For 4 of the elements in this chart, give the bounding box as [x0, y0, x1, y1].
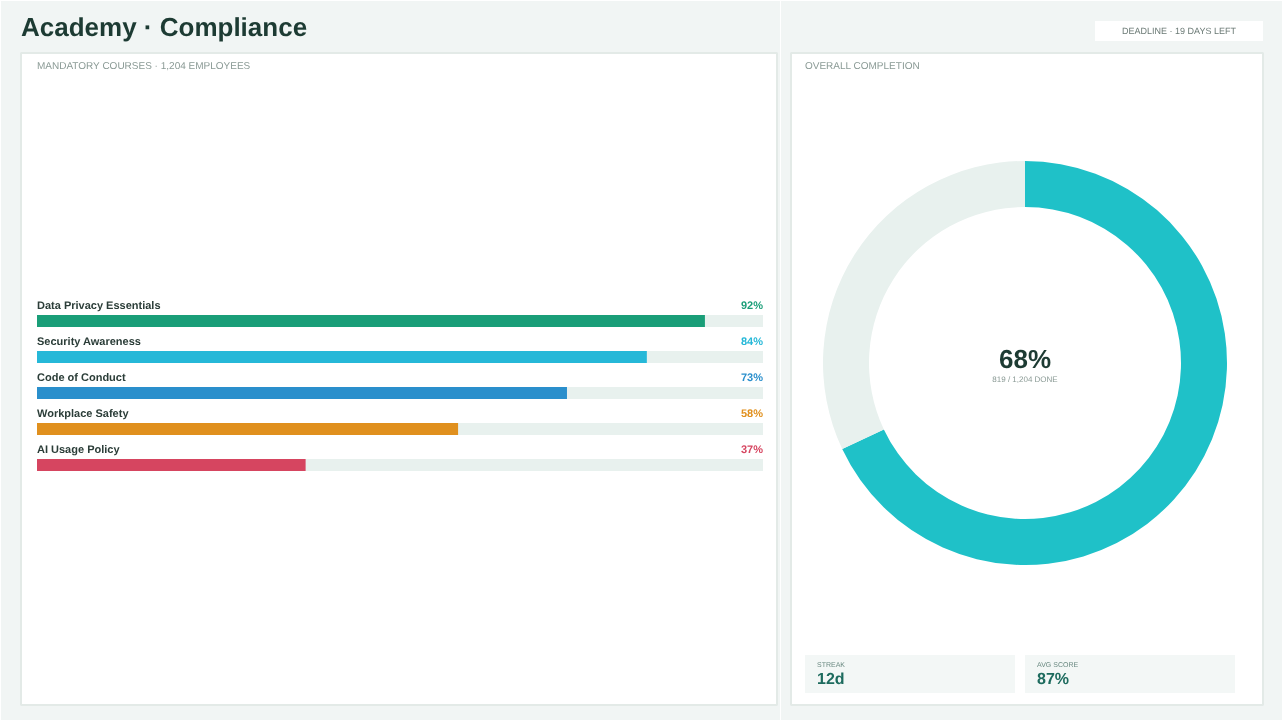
text: 87%	[1037, 670, 1070, 688]
chart-title: Academy · Compliance	[21, 12, 308, 42]
data-label: 68%	[998, 344, 1052, 374]
text: 12d	[817, 670, 845, 688]
